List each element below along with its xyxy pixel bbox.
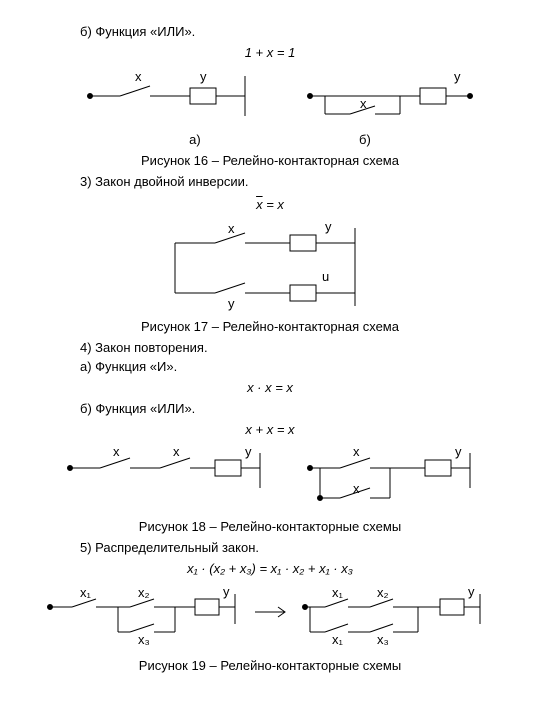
svg-text:x₁: x₁ — [80, 585, 92, 600]
figure-17: x y y u — [140, 218, 400, 313]
svg-text:x₃: x₃ — [138, 632, 150, 647]
formula-1: 1 + x = 1 — [30, 45, 510, 60]
svg-text:y: y — [455, 444, 462, 459]
formula-4: x + x = x — [30, 422, 510, 437]
svg-text:y: y — [454, 69, 461, 84]
svg-text:x: x — [135, 69, 142, 84]
svg-text:u: u — [322, 269, 329, 284]
figure-19: x₁ x₂ x₃ y x₁ x₂ — [30, 582, 510, 652]
formula-5: x₁ · (x₂ + x₃) = x₁ · x₂ + x₁ · x₃ — [30, 561, 510, 576]
formula-3: x · x = x — [30, 380, 510, 395]
svg-text:x: x — [173, 444, 180, 459]
section-a-and: а) Функция «И». — [80, 359, 510, 374]
svg-text:x: x — [360, 96, 367, 111]
sublabel-b: б) — [359, 132, 371, 147]
svg-text:y: y — [200, 69, 207, 84]
caption-fig17: Рисунок 17 – Релейно-контакторная схема — [30, 319, 510, 334]
svg-text:x: x — [228, 221, 235, 236]
sublabel-a: а) — [189, 132, 201, 147]
section-b-or: б) Функция «ИЛИ». — [80, 24, 510, 39]
svg-text:x: x — [353, 481, 360, 496]
caption-fig19: Рисунок 19 – Релейно-контакторные схемы — [30, 658, 510, 673]
svg-text:y: y — [325, 219, 332, 234]
section-law4: 4) Закон повторения. — [80, 340, 510, 355]
svg-text:x: x — [113, 444, 120, 459]
svg-text:y: y — [245, 444, 252, 459]
fig16-sublabels: а) б) — [50, 132, 490, 147]
section-b-or2: б) Функция «ИЛИ». — [80, 401, 510, 416]
svg-text:x₂: x₂ — [377, 585, 389, 600]
svg-text:y: y — [468, 584, 475, 599]
svg-text:y: y — [228, 296, 235, 311]
svg-text:y: y — [223, 584, 230, 599]
figure-18: x x y x x y — [40, 443, 500, 513]
svg-text:x₃: x₃ — [377, 632, 389, 647]
section-law3: 3) Закон двойной инверсии. — [80, 174, 510, 189]
svg-text:x₁: x₁ — [332, 632, 344, 647]
svg-text:x₁: x₁ — [332, 585, 344, 600]
caption-fig18: Рисунок 18 – Релейно-контакторные схемы — [30, 519, 510, 534]
svg-text:x: x — [353, 444, 360, 459]
caption-fig16: Рисунок 16 – Релейно-контакторная схема — [30, 153, 510, 168]
formula-2: x = x — [30, 195, 510, 212]
svg-text:x₂: x₂ — [138, 585, 150, 600]
figure-16: x y x y — [50, 66, 490, 126]
section-law5: 5) Распределительный закон. — [80, 540, 510, 555]
